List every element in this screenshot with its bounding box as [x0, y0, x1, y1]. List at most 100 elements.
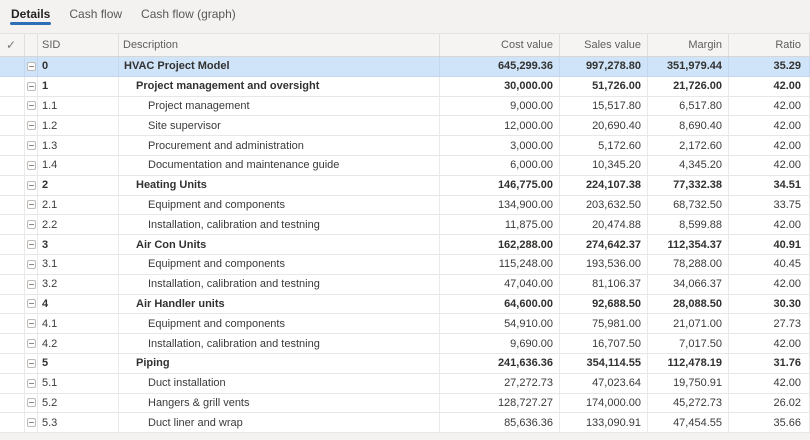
- row-select-cell[interactable]: [0, 196, 25, 216]
- row-select-cell[interactable]: [0, 394, 25, 414]
- row-select-cell[interactable]: [0, 77, 25, 97]
- collapse-minus-icon[interactable]: [27, 62, 36, 71]
- table-row[interactable]: 1.2Site supervisor12,000.0020,690.408,69…: [0, 116, 810, 136]
- row-collapse-cell[interactable]: [25, 314, 38, 334]
- row-select-cell[interactable]: [0, 374, 25, 394]
- table-row[interactable]: 4.1Equipment and components54,910.0075,9…: [0, 314, 810, 334]
- collapse-minus-icon[interactable]: [27, 240, 36, 249]
- collapse-minus-icon[interactable]: [27, 181, 36, 190]
- collapse-minus-icon[interactable]: [27, 161, 36, 170]
- table-row[interactable]: 3.2Installation, calibration and testnin…: [0, 275, 810, 295]
- row-collapse-cell[interactable]: [25, 255, 38, 275]
- collapse-minus-icon[interactable]: [27, 359, 36, 368]
- table-row[interactable]: 5Piping241,636.36354,114.55112,478.1931.…: [0, 354, 810, 374]
- table-row[interactable]: 1Project management and oversight30,000.…: [0, 77, 810, 97]
- table-row[interactable]: 1.1Project management9,000.0015,517.806,…: [0, 97, 810, 117]
- row-ratio: 30.30: [729, 295, 810, 315]
- row-select-cell[interactable]: [0, 57, 25, 77]
- row-collapse-cell[interactable]: [25, 354, 38, 374]
- collapse-minus-icon[interactable]: [27, 101, 36, 110]
- row-select-cell[interactable]: [0, 116, 25, 136]
- table-row[interactable]: 1.4Documentation and maintenance guide6,…: [0, 156, 810, 176]
- row-select-cell[interactable]: [0, 413, 25, 433]
- row-select-cell[interactable]: [0, 354, 25, 374]
- table-row[interactable]: 4Air Handler units64,600.0092,688.5028,0…: [0, 295, 810, 315]
- row-collapse-cell[interactable]: [25, 275, 38, 295]
- row-collapse-cell[interactable]: [25, 215, 38, 235]
- row-ratio: 42.00: [729, 215, 810, 235]
- minus-glyph: [29, 244, 34, 245]
- row-collapse-cell[interactable]: [25, 136, 38, 156]
- col-header-sid[interactable]: SID: [38, 34, 119, 56]
- row-description: Equipment and components: [119, 314, 440, 334]
- row-margin: 6,517.80: [648, 97, 729, 117]
- col-header-ratio[interactable]: Ratio: [729, 34, 810, 56]
- col-header-sales-value[interactable]: Sales value: [560, 34, 648, 56]
- collapse-minus-icon[interactable]: [27, 121, 36, 130]
- col-header-description[interactable]: Description: [119, 34, 440, 56]
- row-ratio: 31.76: [729, 354, 810, 374]
- collapse-minus-icon[interactable]: [27, 379, 36, 388]
- table-row[interactable]: 2.2Installation, calibration and testnin…: [0, 215, 810, 235]
- tab-details[interactable]: Details: [9, 7, 52, 28]
- collapse-minus-icon[interactable]: [27, 141, 36, 150]
- row-collapse-cell[interactable]: [25, 374, 38, 394]
- table-row[interactable]: 4.2Installation, calibration and testnin…: [0, 334, 810, 354]
- col-header-cost-value[interactable]: Cost value: [440, 34, 560, 56]
- table-row[interactable]: 5.1Duct installation27,272.7347,023.6419…: [0, 374, 810, 394]
- minus-glyph: [29, 105, 34, 106]
- row-select-cell[interactable]: [0, 215, 25, 235]
- tab-cash-flow[interactable]: Cash flow: [67, 7, 124, 28]
- row-collapse-cell[interactable]: [25, 176, 38, 196]
- table-row[interactable]: 0HVAC Project Model645,299.36997,278.803…: [0, 57, 810, 77]
- row-collapse-cell[interactable]: [25, 116, 38, 136]
- tab-label: Details: [11, 7, 50, 21]
- col-header-margin[interactable]: Margin: [648, 34, 729, 56]
- tab-cash-flow-graph[interactable]: Cash flow (graph): [139, 7, 238, 28]
- row-select-cell[interactable]: [0, 176, 25, 196]
- row-collapse-cell[interactable]: [25, 97, 38, 117]
- row-sid: 1.2: [38, 116, 119, 136]
- table-row[interactable]: 5.3Duct liner and wrap85,636.36133,090.9…: [0, 413, 810, 433]
- row-collapse-cell[interactable]: [25, 77, 38, 97]
- collapse-minus-icon[interactable]: [27, 339, 36, 348]
- table-row[interactable]: 2.1Equipment and components134,900.00203…: [0, 196, 810, 216]
- collapse-minus-icon[interactable]: [27, 260, 36, 269]
- row-collapse-cell[interactable]: [25, 196, 38, 216]
- row-select-cell[interactable]: [0, 255, 25, 275]
- collapse-minus-icon[interactable]: [27, 82, 36, 91]
- collapse-minus-icon[interactable]: [27, 418, 36, 427]
- table-row[interactable]: 1.3Procurement and administration3,000.0…: [0, 136, 810, 156]
- collapse-minus-icon[interactable]: [27, 299, 36, 308]
- row-select-cell[interactable]: [0, 97, 25, 117]
- row-sales-value: 16,707.50: [560, 334, 648, 354]
- row-collapse-cell[interactable]: [25, 413, 38, 433]
- table-row[interactable]: 2Heating Units146,775.00224,107.3877,332…: [0, 176, 810, 196]
- row-cost-value: 27,272.73: [440, 374, 560, 394]
- row-collapse-cell[interactable]: [25, 295, 38, 315]
- row-collapse-cell[interactable]: [25, 57, 38, 77]
- row-select-cell[interactable]: [0, 275, 25, 295]
- row-collapse-cell[interactable]: [25, 156, 38, 176]
- row-collapse-cell[interactable]: [25, 235, 38, 255]
- row-cost-value: 241,636.36: [440, 354, 560, 374]
- table-row[interactable]: 5.2Hangers & grill vents128,727.27174,00…: [0, 394, 810, 414]
- minus-glyph: [29, 402, 34, 403]
- row-collapse-cell[interactable]: [25, 334, 38, 354]
- table-row[interactable]: 3Air Con Units162,288.00274,642.37112,35…: [0, 235, 810, 255]
- collapse-minus-icon[interactable]: [27, 220, 36, 229]
- row-collapse-cell[interactable]: [25, 394, 38, 414]
- collapse-minus-icon[interactable]: [27, 398, 36, 407]
- row-select-cell[interactable]: [0, 156, 25, 176]
- row-select-cell[interactable]: [0, 136, 25, 156]
- collapse-minus-icon[interactable]: [27, 200, 36, 209]
- row-select-cell[interactable]: [0, 314, 25, 334]
- row-select-cell[interactable]: [0, 235, 25, 255]
- row-select-cell[interactable]: [0, 295, 25, 315]
- select-all-header-cell[interactable]: ✓: [0, 34, 25, 56]
- row-select-cell[interactable]: [0, 334, 25, 354]
- collapse-minus-icon[interactable]: [27, 280, 36, 289]
- table-row[interactable]: 3.1Equipment and components115,248.00193…: [0, 255, 810, 275]
- row-margin: 7,017.50: [648, 334, 729, 354]
- collapse-minus-icon[interactable]: [27, 319, 36, 328]
